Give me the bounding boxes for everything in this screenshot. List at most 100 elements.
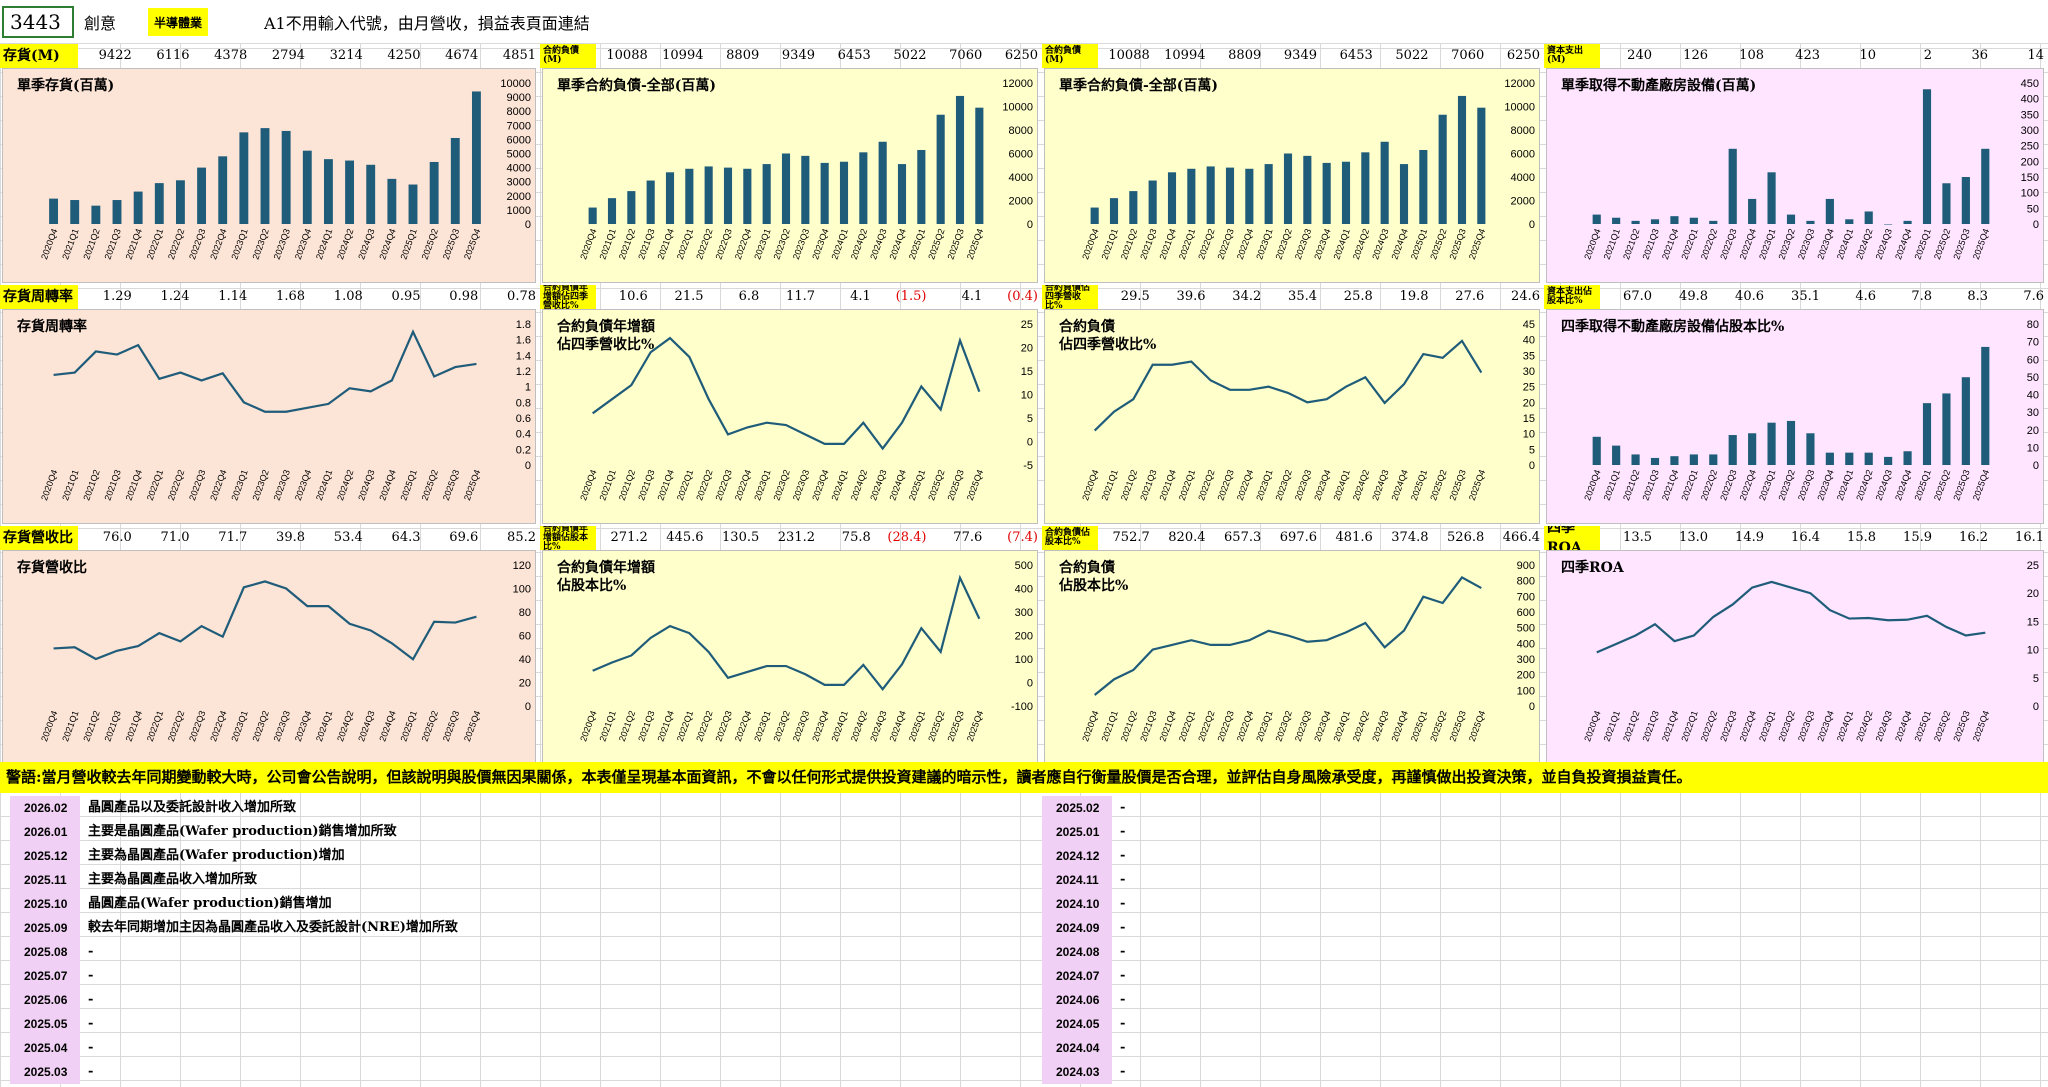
row-value-cell[interactable]: 5022: [1395, 48, 1429, 63]
row-value-cell[interactable]: 5022: [893, 48, 927, 63]
row-label[interactable]: 合約負債(M): [1042, 44, 1098, 68]
row-value-cell[interactable]: 11.7: [786, 289, 815, 304]
row-label[interactable]: 合約負債(M): [540, 44, 596, 68]
row-label[interactable]: 存貨(M): [0, 44, 78, 68]
row-value-cell[interactable]: 13.5: [1623, 530, 1652, 545]
row-label[interactable]: 資本支出佔股本比%: [1544, 285, 1600, 309]
chart-panel[interactable]: 合約負債年增額 佔四季營收比% -5 0 5 10 15 20 25 2020Q4 2021Q1 2…: [542, 309, 1038, 524]
note-text[interactable]: -: [1120, 1064, 1126, 1079]
row-label[interactable]: 合約負債年增額佔四季營收比%: [540, 285, 596, 309]
row-value-cell[interactable]: 6.8: [738, 289, 760, 304]
note-date[interactable]: 2024.04: [1042, 1036, 1112, 1060]
row-value-cell[interactable]: 9349: [1283, 48, 1317, 63]
note-text[interactable]: -: [1120, 800, 1126, 815]
note-text[interactable]: -: [1120, 920, 1126, 935]
row-value-cell[interactable]: 71.7: [218, 530, 248, 545]
chart-panel[interactable]: 單季合約負債-全部(百萬) 0 2000 4000 6000 8000 10000 12000…: [1044, 68, 1540, 283]
row-value-cell[interactable]: 85.2: [507, 530, 536, 545]
chart-panel[interactable]: 四季取得不動產廠房設備佔股本比% 0 10 20 30 40 50 60 70 80 2020Q4 2…: [1546, 309, 2044, 524]
note-date[interactable]: 2025.01: [1042, 820, 1112, 844]
note-text[interactable]: 主要是晶圓產品(Wafer production)銷售增加所致: [88, 824, 397, 839]
row-value-cell[interactable]: 15.9: [1903, 530, 1932, 545]
row-value-cell[interactable]: 466.4: [1502, 530, 1540, 545]
row-value-cell[interactable]: 10994: [1164, 48, 1206, 63]
row-value-cell[interactable]: 481.6: [1335, 530, 1373, 545]
row-value-cell[interactable]: 9422: [98, 48, 132, 63]
row-value-cell[interactable]: 8809: [1228, 48, 1262, 63]
ticker-cell[interactable]: 3443: [2, 6, 74, 38]
note-date[interactable]: 2024.12: [1042, 844, 1112, 868]
row-value-cell[interactable]: 6116: [156, 48, 190, 63]
note-text[interactable]: 晶圓產品(Wafer production)銷售增加: [88, 896, 332, 911]
row-value-cell[interactable]: 1.29: [102, 289, 132, 304]
row-value-cell[interactable]: 29.5: [1120, 289, 1150, 304]
row-value-cell[interactable]: 657.3: [1224, 530, 1262, 545]
row-value-cell[interactable]: 0.98: [449, 289, 479, 304]
row-value-cell[interactable]: 9349: [781, 48, 815, 63]
row-value-cell[interactable]: 1.14: [218, 289, 248, 304]
row-value-cell[interactable]: 4674: [445, 48, 479, 63]
row-value-cell[interactable]: 24.6: [1511, 289, 1540, 304]
note-text[interactable]: 晶圓產品以及委託設計收入增加所致: [88, 800, 297, 815]
row-value-cell[interactable]: 69.6: [449, 530, 479, 545]
chart-panel[interactable]: 四季ROA 0 5 10 15 20 25 2020Q4 2021Q1 2021Q2 2021Q3 2…: [1546, 550, 2044, 765]
row-value-cell[interactable]: 6453: [1339, 48, 1373, 63]
note-text[interactable]: -: [1120, 944, 1126, 959]
row-value-cell[interactable]: 77.6: [953, 530, 983, 545]
row-label[interactable]: 存貨營收比: [0, 526, 78, 550]
note-date[interactable]: 2025.03: [10, 1060, 80, 1084]
row-value-cell[interactable]: 7060: [949, 48, 983, 63]
row-value-cell[interactable]: 445.6: [666, 530, 704, 545]
row-value-cell[interactable]: (1.5): [895, 289, 927, 304]
row-value-cell[interactable]: 423: [1795, 48, 1820, 63]
row-value-cell[interactable]: 64.3: [391, 530, 421, 545]
row-value-cell[interactable]: 126: [1683, 48, 1708, 63]
row-value-cell[interactable]: (0.4): [1007, 289, 1038, 304]
row-value-cell[interactable]: 49.8: [1679, 289, 1708, 304]
note-date[interactable]: 2026.01: [10, 820, 80, 844]
row-value-cell[interactable]: 7.8: [1911, 289, 1932, 304]
row-value-cell[interactable]: 27.6: [1455, 289, 1485, 304]
row-value-cell[interactable]: 14: [2027, 48, 2044, 63]
note-date[interactable]: 2025.08: [10, 940, 80, 964]
row-value-cell[interactable]: 1.68: [276, 289, 305, 304]
row-value-cell[interactable]: 4.6: [1855, 289, 1876, 304]
row-value-cell[interactable]: 7.6: [2023, 289, 2044, 304]
note-text[interactable]: -: [1120, 872, 1126, 887]
note-date[interactable]: 2024.10: [1042, 892, 1112, 916]
note-text[interactable]: -: [1120, 824, 1126, 839]
row-value-cell[interactable]: 4.1: [961, 289, 983, 304]
row-value-cell[interactable]: 13.0: [1679, 530, 1708, 545]
note-date[interactable]: 2026.02: [10, 796, 80, 820]
note-text[interactable]: -: [88, 968, 94, 983]
note-text[interactable]: -: [1120, 1040, 1126, 1055]
row-value-cell[interactable]: 4378: [214, 48, 248, 63]
row-value-cell[interactable]: 10088: [606, 48, 648, 63]
note-date[interactable]: 2024.07: [1042, 964, 1112, 988]
note-date[interactable]: 2025.07: [10, 964, 80, 988]
note-text[interactable]: -: [1120, 1016, 1126, 1031]
row-value-cell[interactable]: 10.6: [618, 289, 648, 304]
chart-panel[interactable]: 存貨周轉率 0 0.2 0.4 0.6 0.8 1 1.2 1.4 1.6 1.8 2020Q4 202…: [2, 309, 536, 524]
row-value-cell[interactable]: 39.8: [276, 530, 305, 545]
row-value-cell[interactable]: 0.78: [507, 289, 536, 304]
row-value-cell[interactable]: 4.1: [850, 289, 871, 304]
note-date[interactable]: 2024.06: [1042, 988, 1112, 1012]
row-value-cell[interactable]: 39.6: [1176, 289, 1206, 304]
row-label[interactable]: 存貨周轉率: [0, 285, 78, 309]
note-text[interactable]: -: [88, 1064, 94, 1079]
row-value-cell[interactable]: 526.8: [1447, 530, 1485, 545]
note-date[interactable]: 2025.02: [1042, 796, 1112, 820]
company-cell[interactable]: 創意: [84, 14, 117, 33]
note-date[interactable]: 2025.12: [10, 844, 80, 868]
note-date[interactable]: 2025.11: [10, 868, 80, 892]
note-date[interactable]: 2025.06: [10, 988, 80, 1012]
note-text[interactable]: -: [1120, 968, 1126, 983]
row-label[interactable]: 資本支出(M): [1544, 44, 1600, 68]
row-value-cell[interactable]: 14.9: [1735, 530, 1764, 545]
note-text[interactable]: -: [1120, 848, 1126, 863]
chart-panel[interactable]: 合約負債 佔股本比% 0 100 200 300 400 500 600 700 800 900 20…: [1044, 550, 1540, 765]
row-value-cell[interactable]: 4851: [502, 48, 536, 63]
row-value-cell[interactable]: 10994: [662, 48, 704, 63]
note-text[interactable]: -: [88, 1040, 94, 1055]
